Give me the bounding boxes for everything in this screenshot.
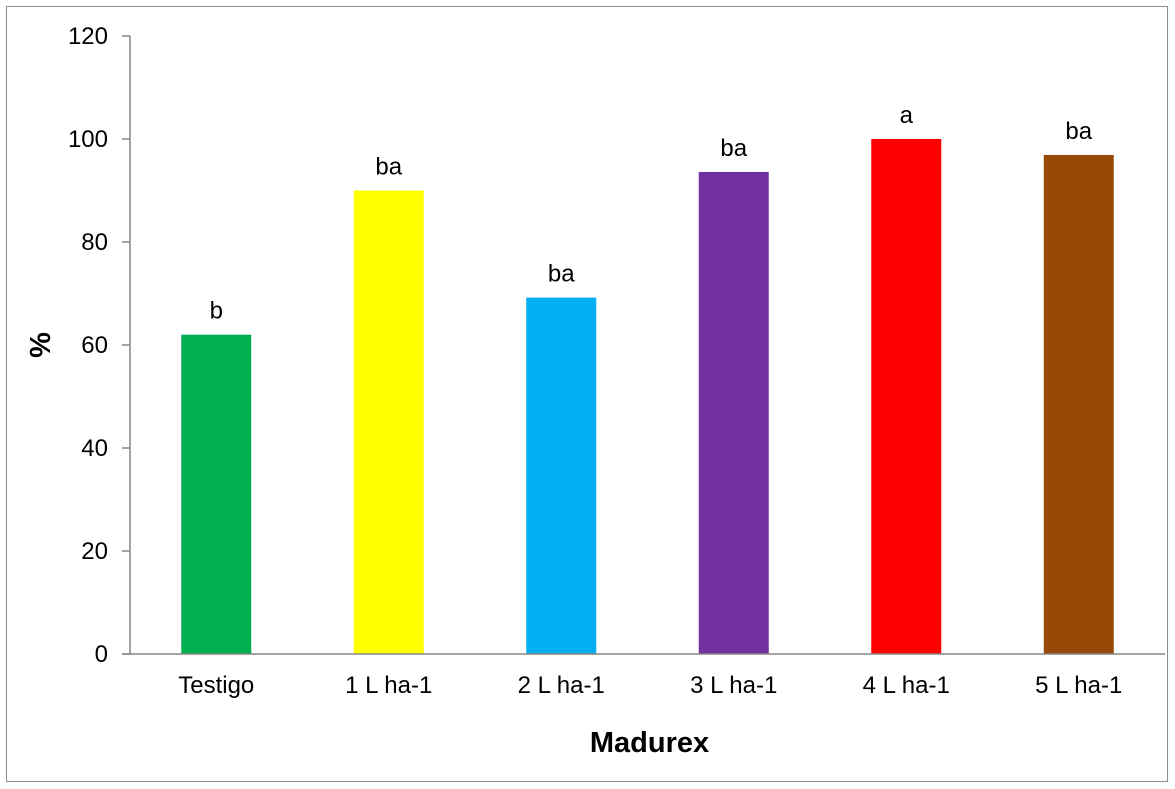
bar-label: b (210, 298, 223, 325)
y-tick-label: 100 (68, 126, 108, 153)
x-tick-label: 2 L ha-1 (518, 672, 605, 699)
x-axis-title: Madurex (590, 727, 709, 759)
bar-2 (353, 190, 424, 654)
bar-label: ba (1065, 118, 1092, 145)
bar-5 (871, 139, 942, 654)
y-tick-label: 40 (81, 435, 108, 462)
bar-label: ba (375, 154, 402, 181)
x-axis-ticks: Testigo 1 L ha-1 2 L ha-1 3 L ha-1 4 L ha-1 5… (178, 672, 1122, 699)
y-tick-label: 120 (68, 23, 108, 50)
y-axis-title: % (25, 332, 57, 358)
bars: b ba ba ba a ba (181, 102, 1114, 654)
y-tick-label: 60 (81, 332, 108, 359)
bar-label: ba (720, 135, 747, 162)
y-tick-label: 0 (95, 641, 108, 668)
bar-3 (526, 297, 597, 654)
x-tick-label: 5 L ha-1 (1035, 672, 1122, 699)
y-axis-ticks: 0 20 40 60 80 100 120 (68, 23, 130, 668)
bar-4 (698, 171, 769, 654)
y-tick-label: 20 (81, 538, 108, 565)
x-tick-label: 3 L ha-1 (690, 672, 777, 699)
bar-label: ba (548, 261, 575, 288)
x-tick-label: Testigo (178, 672, 254, 699)
bar-6 (1043, 154, 1114, 654)
bar-1 (181, 334, 252, 654)
x-tick-label: 1 L ha-1 (345, 672, 432, 699)
x-tick-label: 4 L ha-1 (863, 672, 950, 699)
y-tick-label: 80 (81, 229, 108, 256)
bar-label: a (900, 102, 914, 129)
